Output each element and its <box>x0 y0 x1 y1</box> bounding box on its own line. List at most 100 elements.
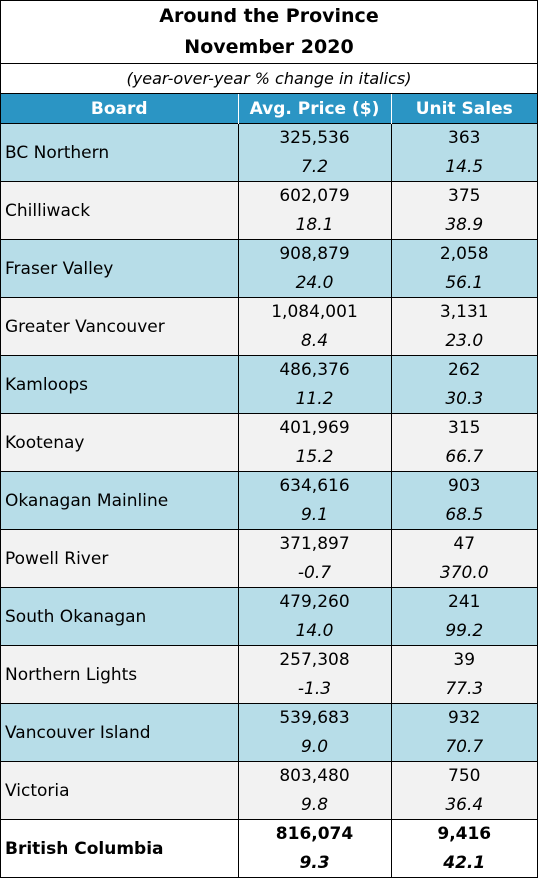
table-row: Chilliwack 602,079 18.1 375 38.9 <box>1 181 537 240</box>
unit-sales: 2,058 <box>439 244 489 264</box>
unit-sales: 932 <box>448 708 481 728</box>
price-change: -0.7 <box>297 563 332 583</box>
units-cell: 39 77.3 <box>390 645 537 704</box>
units-change: 23.0 <box>445 331 484 351</box>
price-change: 24.0 <box>295 273 334 293</box>
board-name: Kootenay <box>1 413 238 472</box>
total-price-cell: 816,074 9.3 <box>237 819 391 877</box>
unit-sales: 315 <box>448 418 481 438</box>
table-row: Victoria 803,480 9.8 750 36.4 <box>1 761 537 820</box>
table-row: Kootenay 401,969 15.2 315 66.7 <box>1 413 537 472</box>
board-name: Greater Vancouver <box>1 297 238 356</box>
total-price-change: 9.3 <box>299 853 330 873</box>
units-cell: 262 30.3 <box>390 355 537 414</box>
table-row: Fraser Valley 908,879 24.0 2,058 56.1 <box>1 239 537 298</box>
price-change: 7.2 <box>300 157 329 177</box>
table-title: Around the Province <box>159 5 379 27</box>
price-change: -1.3 <box>297 679 332 699</box>
unit-sales: 3,131 <box>439 302 489 322</box>
total-units-cell: 9,416 42.1 <box>390 819 537 877</box>
units-change: 38.9 <box>445 215 484 235</box>
board-name: Kamloops <box>1 355 238 414</box>
avg-price: 257,308 <box>279 650 350 670</box>
avg-price: 401,969 <box>279 418 350 438</box>
avg-price: 908,879 <box>279 244 350 264</box>
board-name: Northern Lights <box>1 645 238 704</box>
price-cell: 401,969 15.2 <box>237 413 391 472</box>
unit-sales: 363 <box>448 128 481 148</box>
table-period: November 2020 <box>184 36 354 58</box>
price-cell: 371,897 -0.7 <box>237 529 391 588</box>
column-header-price: Avg. Price ($) <box>237 94 391 124</box>
units-cell: 750 36.4 <box>390 761 537 820</box>
price-change: 9.0 <box>300 737 329 757</box>
units-change: 30.3 <box>445 389 484 409</box>
title-block: Around the Province November 2020 <box>1 1 537 64</box>
unit-sales: 39 <box>453 650 476 670</box>
units-change: 99.2 <box>445 621 484 641</box>
price-cell: 257,308 -1.3 <box>237 645 391 704</box>
avg-price: 325,536 <box>279 128 350 148</box>
board-name: BC Northern <box>1 123 238 182</box>
units-change: 77.3 <box>445 679 484 699</box>
province-table: Board Avg. Price ($) Unit Sales BC North… <box>1 94 537 877</box>
units-cell: 932 70.7 <box>390 703 537 762</box>
units-cell: 315 66.7 <box>390 413 537 472</box>
table-row: Greater Vancouver 1,084,001 8.4 3,131 23.0 <box>1 297 537 356</box>
table-row: South Okanagan 479,260 14.0 241 99.2 <box>1 587 537 646</box>
units-change: 56.1 <box>445 273 484 293</box>
avg-price: 602,079 <box>279 186 350 206</box>
table-row: Kamloops 486,376 11.2 262 30.3 <box>1 355 537 414</box>
avg-price: 486,376 <box>279 360 350 380</box>
board-name: Vancouver Island <box>1 703 238 762</box>
total-avg-price: 816,074 <box>275 824 354 844</box>
price-change: 14.0 <box>295 621 334 641</box>
total-unit-sales: 9,416 <box>437 824 492 844</box>
board-name: South Okanagan <box>1 587 238 646</box>
units-cell: 363 14.5 <box>390 123 537 182</box>
board-name: Fraser Valley <box>1 239 238 298</box>
price-change: 15.2 <box>295 447 334 467</box>
price-cell: 908,879 24.0 <box>237 239 391 298</box>
price-change: 11.2 <box>295 389 334 409</box>
board-name: Chilliwack <box>1 181 238 240</box>
price-cell: 602,079 18.1 <box>237 181 391 240</box>
unit-sales: 47 <box>453 534 476 554</box>
unit-sales: 262 <box>448 360 481 380</box>
price-change: 8.4 <box>300 331 329 351</box>
board-name: Okanagan Mainline <box>1 471 238 530</box>
price-change: 9.8 <box>300 795 329 815</box>
price-cell: 803,480 9.8 <box>237 761 391 820</box>
total-units-change: 42.1 <box>443 853 486 873</box>
column-header-units: Unit Sales <box>390 94 537 124</box>
price-cell: 634,616 9.1 <box>237 471 391 530</box>
price-cell: 539,683 9.0 <box>237 703 391 762</box>
price-cell: 1,084,001 8.4 <box>237 297 391 356</box>
units-change: 68.5 <box>445 505 484 525</box>
unit-sales: 903 <box>448 476 481 496</box>
table-row: Vancouver Island 539,683 9.0 932 70.7 <box>1 703 537 762</box>
table-row: Okanagan Mainline 634,616 9.1 903 68.5 <box>1 471 537 530</box>
column-header-board: Board <box>1 94 238 124</box>
table-row: Powell River 371,897 -0.7 47 370.0 <box>1 529 537 588</box>
price-change: 9.1 <box>300 505 329 525</box>
units-cell: 47 370.0 <box>390 529 537 588</box>
avg-price: 479,260 <box>279 592 350 612</box>
avg-price: 371,897 <box>279 534 350 554</box>
price-cell: 486,376 11.2 <box>237 355 391 414</box>
table-row: BC Northern 325,536 7.2 363 14.5 <box>1 123 537 182</box>
units-change: 370.0 <box>439 563 489 583</box>
units-change: 66.7 <box>445 447 484 467</box>
unit-sales: 750 <box>448 766 481 786</box>
units-change: 14.5 <box>445 157 484 177</box>
units-cell: 3,131 23.0 <box>390 297 537 356</box>
total-row: British Columbia 816,074 9.3 9,416 42.1 <box>1 819 537 877</box>
units-cell: 903 68.5 <box>390 471 537 530</box>
board-name: Victoria <box>1 761 238 820</box>
total-board-name: British Columbia <box>1 819 238 877</box>
units-cell: 241 99.2 <box>390 587 537 646</box>
table-subtitle: (year-over-year % change in italics) <box>1 64 537 94</box>
avg-price: 539,683 <box>279 708 350 728</box>
units-cell: 375 38.9 <box>390 181 537 240</box>
